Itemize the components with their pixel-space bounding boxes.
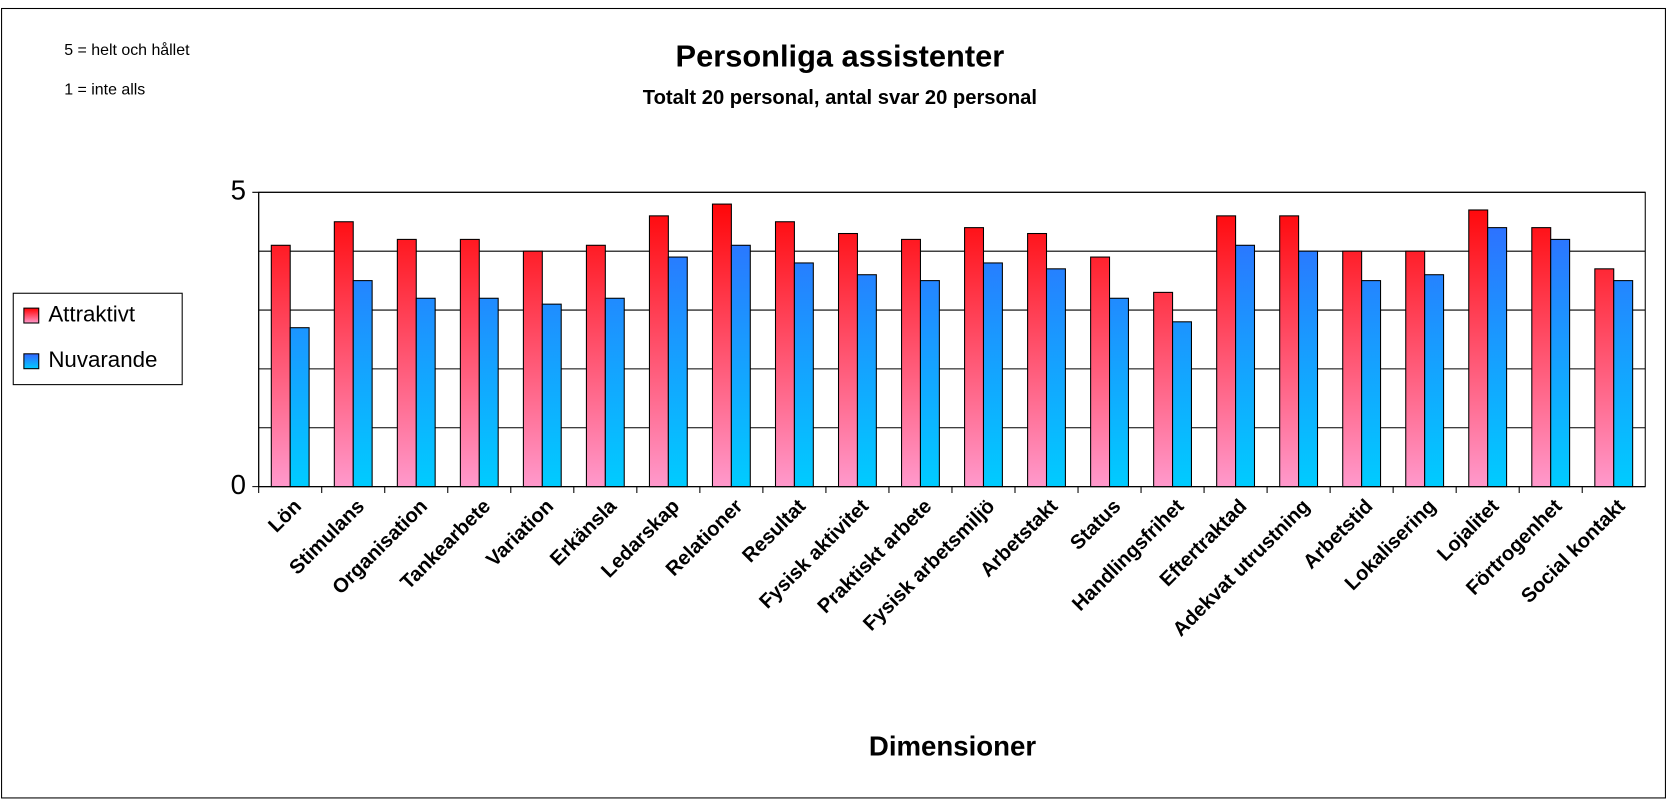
- bar: [396, 238, 417, 488]
- note: 5 = helt och hållet: [64, 41, 190, 59]
- bar: [478, 297, 499, 488]
- bar: [982, 262, 1003, 488]
- chart-subtitle: Totalt 20 personal, antal svar 20 person…: [643, 87, 1037, 109]
- bar: [1487, 227, 1508, 488]
- bar: [1531, 227, 1552, 488]
- bar: [522, 250, 543, 488]
- bar: [1109, 297, 1129, 488]
- chart-title: Personliga assistenter: [676, 39, 1005, 74]
- bar: [585, 244, 606, 488]
- bar: [919, 280, 940, 488]
- bar: [667, 256, 688, 488]
- bar: [289, 327, 310, 488]
- bar: [1424, 274, 1445, 488]
- bar: [1361, 280, 1382, 488]
- bar: [1153, 291, 1174, 488]
- bar: [1613, 280, 1634, 488]
- x-axis-label: Dimensioner: [869, 730, 1036, 761]
- bar: [270, 244, 291, 488]
- bar: [604, 297, 625, 488]
- bar: [415, 297, 436, 488]
- bar: [333, 221, 354, 488]
- bar: [1172, 321, 1192, 488]
- bar: [964, 227, 985, 488]
- bar: [837, 232, 858, 488]
- bar: [1550, 238, 1571, 488]
- bar: [1594, 268, 1615, 488]
- bar: [793, 262, 814, 488]
- bar: [1216, 215, 1237, 488]
- bar: [901, 238, 921, 488]
- bar: [1235, 244, 1256, 488]
- bar: [730, 244, 751, 488]
- bar: [1298, 250, 1319, 488]
- bar: [711, 203, 732, 488]
- y-tick-label: 0: [231, 469, 246, 500]
- bar: [774, 221, 795, 488]
- bar: [1468, 209, 1489, 488]
- bar: [1342, 250, 1363, 488]
- bar: [352, 280, 373, 488]
- legend-swatch: [23, 353, 40, 370]
- bar: [1027, 232, 1048, 488]
- legend-label: Attraktivt: [48, 301, 136, 326]
- bar: [1090, 256, 1111, 488]
- y-tick-label: 5: [231, 175, 246, 206]
- bar: [459, 238, 480, 488]
- bar: [856, 274, 877, 488]
- bar: [1405, 250, 1426, 488]
- bar: [1279, 215, 1300, 488]
- bar: [1045, 268, 1066, 488]
- legend-label: Nuvarande: [48, 347, 157, 372]
- legend-swatch: [23, 307, 40, 324]
- note: 1 = inte alls: [64, 82, 145, 99]
- bar: [648, 215, 669, 488]
- legend-box: [12, 292, 183, 386]
- bar: [541, 303, 562, 488]
